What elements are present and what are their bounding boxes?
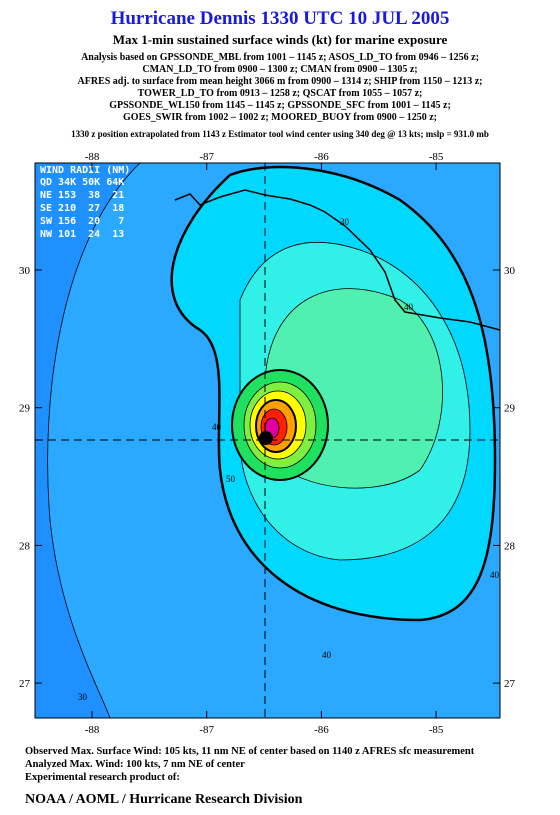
axes: -88 -88 -87 -87 -86 -86 -85 -85 30 30 29 29 28 28 27 27 [19,151,516,736]
lat-label: 28 [504,540,516,552]
lat-label: 29 [19,403,31,415]
storm-center [259,431,273,445]
position-note: 1330 z position extrapolated from 1143 z… [71,129,489,139]
lat-label: 29 [504,403,516,415]
lat-label: 27 [504,678,516,690]
lon-label: -88 [85,724,100,736]
frame [34,162,501,719]
analysis-line: Analysis based on GPSSONDE_MBL from 1001… [81,52,479,63]
contour-label: 40 [490,570,500,580]
analysis-lines: Analysis based on GPSSONDE_MBL from 1001… [78,52,483,123]
lon-label: -88 [85,151,100,163]
analysis-line: CMAN_LD_TO from 0900 – 1300 z; CMAN from… [142,64,417,75]
analysis-line: TOWER_LD_TO from 0913 – 1258 z; QSCAT fr… [138,88,423,99]
contour-label: 30 [78,692,88,702]
contour-label: 40 [322,650,332,660]
lon-label: -85 [429,151,444,163]
map: WIND RADII (NM)QD 34K 50K 64K NE 153 38 2… [35,163,500,718]
footer-line: Experimental research product of: [25,772,180,783]
lon-label: -86 [314,151,329,163]
title: Hurricane Dennis 1330 UTC 10 JUL 2005 [111,8,450,29]
radii-row: SW 156 20 7 [40,216,124,227]
radii-title: WIND RADII (NM) [40,165,130,176]
lat-label: 28 [19,540,31,552]
analysis-line: GPSSONDE_WL150 from 1145 – 1145 z; GPSSO… [109,100,451,111]
subtitle: Max 1-min sustained surface winds (kt) f… [113,32,448,47]
radii-row: QD 34K 50K 64K [40,177,124,188]
lat-label: 27 [19,678,31,690]
coastline [174,189,500,331]
lon-label: -86 [314,724,329,736]
footer-line: Analyzed Max. Wind: 100 kts, 7 nm NE of … [25,759,245,770]
footer-line: Observed Max. Surface Wind: 105 kts, 11 … [25,746,475,757]
radii-row: SE 210 27 18 [40,203,124,214]
contour-labels: 40 30 40 40 40 30 50 [78,217,500,702]
lon-label: -85 [429,724,444,736]
radii-row: NE 153 38 21 [40,190,124,201]
analysis-line: GOES_SWIR from 1002 – 1002 z; MOORED_BUO… [123,112,437,123]
contour-label: 50 [226,474,236,484]
wind-radii: WIND RADII (NM)QD 34K 50K 64K NE 153 38 2… [40,165,130,240]
org: NOAA / AOML / Hurricane Research Divisio… [25,792,303,807]
lon-label: -87 [199,724,214,736]
analysis-line: AFRES adj. to surface from mean height 3… [78,76,483,87]
radii-row: NW 101 24 13 [40,229,124,240]
contour-label: 30 [340,217,350,227]
lat-label: 30 [504,265,516,277]
contour-label: 40 [404,302,414,312]
footer: Observed Max. Surface Wind: 105 kts, 11 … [25,746,475,783]
lat-label: 30 [19,265,31,277]
contour-label: 40 [212,422,222,432]
lon-label: -87 [199,151,214,163]
